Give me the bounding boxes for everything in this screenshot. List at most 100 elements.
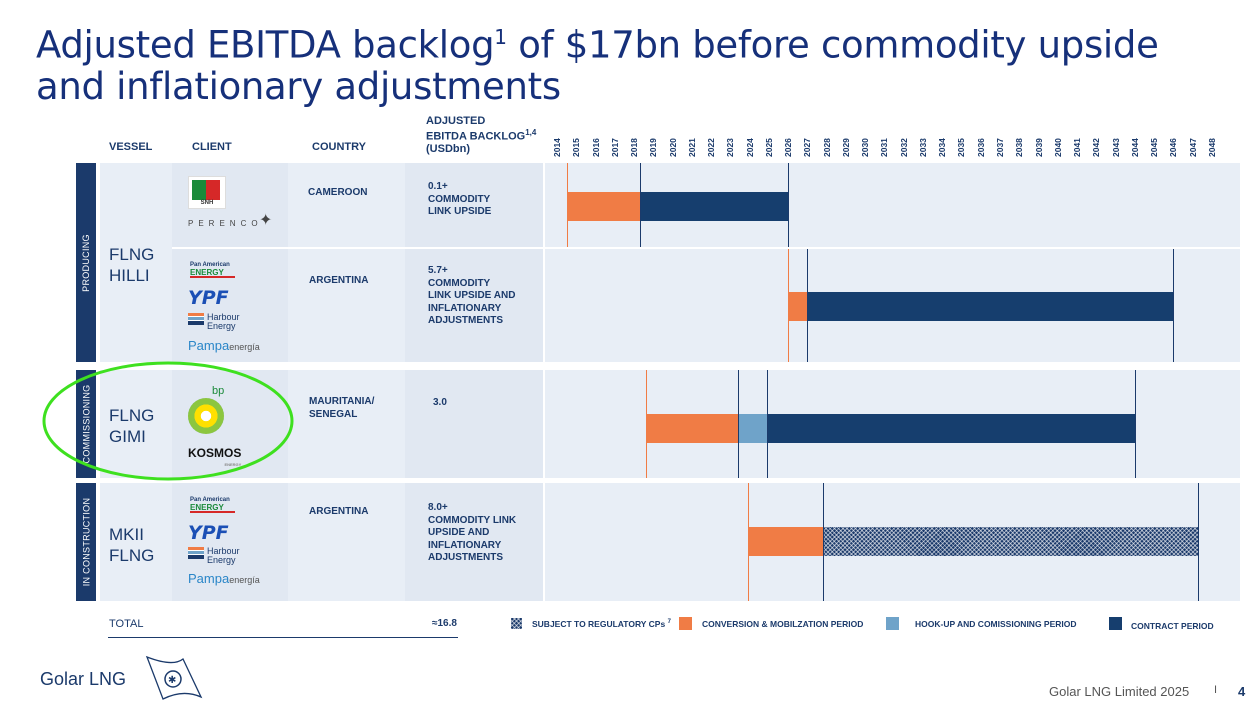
legend-conversion: CONVERSION & MOBILZATION PERIOD (702, 619, 864, 629)
header-backlog: ADJUSTED EBITDA BACKLOG1,4 (USDbn) (426, 115, 537, 155)
header-client: CLIENT (192, 141, 232, 153)
milestone-line (788, 249, 790, 362)
pan-american-energy-logo: Pan American ENERGY (190, 262, 235, 278)
year-tick-2025: 2025 (763, 138, 774, 157)
highlight-circle-annotation (42, 361, 294, 481)
year-tick-2028: 2028 (821, 138, 832, 157)
pampa-energia-logo: Pampaenergía (188, 571, 260, 586)
year-tick-2015: 2015 (571, 138, 582, 157)
legend-hookup-swatch (886, 617, 899, 630)
milestone-line (807, 249, 809, 362)
year-tick-2042: 2042 (1091, 138, 1102, 157)
golar-logo-text: Golar LNG (40, 669, 127, 689)
year-tick-2041: 2041 (1072, 138, 1083, 157)
year-tick-2030: 2030 (860, 138, 871, 157)
year-tick-2044: 2044 (1129, 138, 1140, 157)
harbour-energy-logo: Harbour Energy (188, 547, 240, 565)
year-tick-2024: 2024 (744, 138, 755, 157)
ypf-logo: YPF (188, 522, 229, 544)
footer-company: Golar LNG Limited 2025 (1049, 684, 1190, 699)
year-tick-2016: 2016 (590, 138, 601, 157)
milestone-line (1173, 249, 1175, 362)
total-label: TOTAL (109, 618, 144, 630)
country-argentina: ARGENTINA (309, 506, 369, 517)
milestone-line (766, 370, 768, 478)
year-tick-2040: 2040 (1052, 138, 1063, 157)
bar-regulatory (822, 527, 1199, 556)
legend-contract-swatch (1109, 617, 1122, 630)
year-tick-2029: 2029 (840, 138, 851, 157)
footer-separator: I (1214, 684, 1218, 696)
perenco-emblem-icon: ✦ (259, 212, 273, 229)
bar-conversion (645, 414, 739, 443)
year-tick-2033: 2033 (917, 138, 928, 157)
pan-american-energy-logo: Pan American ENERGY (190, 497, 235, 513)
milestone-line (639, 163, 641, 247)
backlog-mkii: 8.0+ COMMODITY LINK UPSIDE AND INFLATIONARY… (428, 502, 517, 563)
vessel-mkii-flng: MKII FLNG (109, 525, 155, 565)
year-tick-2017: 2017 (609, 138, 620, 157)
year-tick-2019: 2019 (648, 138, 659, 157)
bar-contract (766, 414, 1135, 443)
year-tick-2047: 2047 (1187, 138, 1198, 157)
harbour-energy-logo: Harbour Energy (188, 313, 240, 331)
year-tick-2037: 2037 (994, 138, 1005, 157)
backlog-gimi: 3.0 (433, 397, 447, 408)
country-mauritania-senegal: MAURITANIA/SENEGAL (309, 396, 375, 420)
legend-conversion-swatch (679, 617, 692, 630)
bar-conversion (788, 292, 808, 321)
milestone-line (645, 370, 647, 478)
milestone-line (566, 163, 568, 247)
page-number: 4 (1238, 684, 1246, 699)
milestone-line (1134, 370, 1136, 478)
year-tick-2045: 2045 (1149, 138, 1160, 157)
year-tick-2023: 2023 (725, 138, 736, 157)
snh-logo-text: SNH (200, 200, 214, 206)
bp-helios-logo (188, 398, 224, 434)
legend-regulatory-swatch (511, 618, 522, 629)
bar-hookup (738, 414, 767, 443)
perenco-logo: PERENCO (188, 219, 263, 228)
bar-contract (807, 292, 1174, 321)
milestone-line (747, 483, 749, 601)
slide-title: Adjusted EBITDA backlog1 of $17bn before… (36, 23, 1159, 109)
pampa-energia-logo: Pampaenergía (188, 338, 260, 353)
bar-conversion (566, 192, 640, 221)
year-tick-2048: 2048 (1206, 138, 1217, 157)
year-tick-2043: 2043 (1110, 138, 1121, 157)
year-tick-2027: 2027 (802, 138, 813, 157)
vessel-flng-hilli: FLNG HILLI (109, 245, 155, 285)
year-tick-2026: 2026 (783, 138, 794, 157)
year-tick-2034: 2034 (937, 138, 948, 157)
year-tick-2046: 2046 (1168, 138, 1179, 157)
year-tick-2035: 2035 (956, 138, 967, 157)
category-commissioning: COMMISSIONING (76, 370, 96, 478)
legend-hookup: HOOK-UP AND COMISSIONING PERIOD (915, 619, 1077, 629)
milestone-line (1198, 483, 1200, 601)
year-tick-2014: 2014 (552, 138, 562, 157)
backlog-hilli-cameroon: 0.1+ COMMODITY LINK UPSIDE (428, 181, 492, 217)
milestone-line (788, 163, 790, 247)
milestone-line (822, 483, 824, 601)
header-country: COUNTRY (312, 141, 366, 153)
country-cameroon: CAMEROON (308, 187, 368, 198)
year-tick-2018: 2018 (629, 138, 640, 157)
year-tick-2032: 2032 (898, 138, 909, 157)
milestone-line (738, 370, 740, 478)
total-value: ≈16.8 (432, 618, 457, 629)
bp-label: bp (212, 385, 225, 397)
year-tick-2022: 2022 (706, 138, 717, 157)
legend-contract: CONTRACT PERIOD (1131, 621, 1214, 631)
year-tick-2020: 2020 (667, 138, 678, 157)
year-tick-2038: 2038 (1014, 138, 1025, 157)
ypf-logo: YPF (188, 287, 229, 309)
golar-flag-logo-icon: ✱ (145, 655, 203, 700)
bar-contract (639, 192, 789, 221)
category-in-construction: IN CONSTRUCTION (76, 483, 96, 601)
header-vessel: VESSEL (109, 141, 153, 153)
year-tick-2031: 2031 (879, 138, 890, 157)
bar-conversion (747, 527, 823, 556)
country-argentina: ARGENTINA (309, 275, 369, 286)
year-tick-2021: 2021 (686, 138, 697, 157)
snh-logo: SNH (188, 176, 226, 209)
